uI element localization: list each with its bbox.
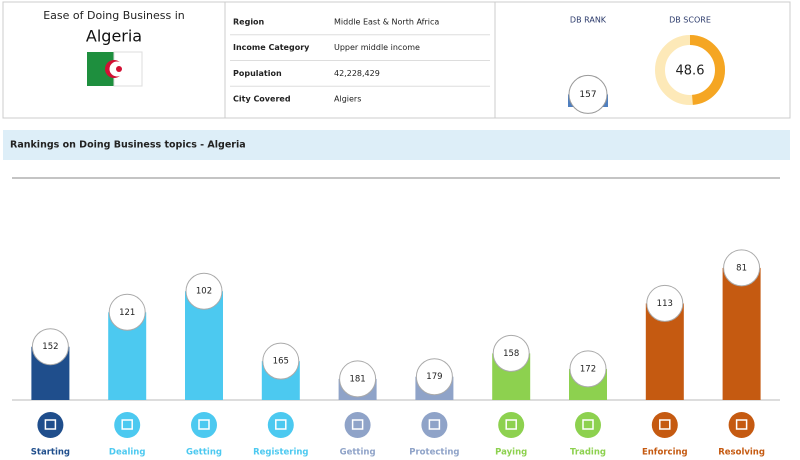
value-bubble (108, 293, 146, 331)
value-bubble (31, 328, 69, 366)
db-rank-label: DB RANK (570, 16, 607, 25)
info-label: City Covered (233, 95, 291, 104)
x-tick-label: Getting (186, 448, 222, 458)
data-label: 102 (196, 287, 212, 297)
topic-icon (728, 412, 755, 438)
icon-glyph (505, 419, 517, 430)
value-bubble (646, 284, 684, 322)
value-bubble (339, 360, 377, 398)
flag (87, 51, 143, 87)
data-label: 152 (42, 342, 58, 352)
info-label: Population (233, 69, 282, 78)
db-score-arc (655, 35, 725, 105)
info-value: Upper middle income (334, 43, 420, 52)
data-label: 121 (119, 308, 135, 318)
db-score-value: 48.6 (676, 64, 705, 79)
x-tick-label: Registering (253, 448, 308, 458)
topic-icon (498, 412, 525, 438)
db-rank-bubble (568, 74, 608, 114)
info-label: Income Category (233, 43, 310, 52)
kpis: 157 48.6 (568, 35, 725, 114)
data-label: 113 (657, 299, 673, 309)
icon-glyph (428, 419, 441, 430)
icon-glyph (582, 419, 594, 430)
x-tick-label: Starting (31, 448, 70, 458)
icon-glyph (198, 419, 210, 430)
topic-icon (344, 412, 371, 438)
data-label: 81 (736, 263, 747, 273)
icon-glyph (735, 419, 748, 430)
value-bubble (415, 358, 453, 396)
data-label: 158 (503, 349, 519, 359)
topic-icon (267, 412, 294, 438)
section-bar (3, 130, 790, 160)
data-label: 181 (349, 374, 365, 384)
topic-icon (421, 412, 448, 438)
section-title: Rankings on Doing Business topics - Alge… (10, 140, 246, 151)
info-value: Middle East & North Africa (334, 18, 439, 27)
value-bubble (492, 334, 530, 372)
chart: 152 Starting 121 Dealing 102 Getting 165 Regist… (31, 249, 765, 458)
intro: Ease of Doing Business in (43, 9, 185, 22)
value-bubble (185, 272, 223, 310)
topic-icon (114, 412, 141, 438)
country: Algeria (86, 27, 142, 46)
info-value: 42,228,429 (334, 69, 380, 78)
x-tick-label: Enforcing (642, 448, 688, 458)
db-rank-value: 157 (579, 90, 596, 100)
info-table: Region Middle East & North Africa Income C… (230, 18, 490, 104)
topic-icon (575, 412, 601, 438)
bar (722, 267, 761, 400)
x-tick-label: Dealing (109, 448, 146, 458)
icon-glyph (659, 419, 671, 430)
icon-glyph (121, 419, 133, 430)
icon-glyph (275, 419, 287, 430)
x-tick-label: Getting (340, 448, 376, 458)
value-bubble (723, 249, 761, 287)
topic-icon (37, 412, 64, 438)
db-score-label: DB SCORE (669, 16, 711, 25)
topic-icon (651, 412, 678, 438)
x-tick-label: Paying (495, 448, 527, 458)
x-tick-label: Trading (570, 448, 606, 458)
info-label: Region (233, 18, 265, 27)
data-label: 172 (580, 364, 596, 374)
data-label: 165 (273, 357, 289, 367)
value-bubble (569, 350, 607, 388)
value-bubble (262, 342, 300, 380)
icon-glyph (44, 419, 57, 430)
icon-glyph (351, 419, 364, 430)
data-label: 179 (426, 372, 442, 382)
x-tick-label: Protecting (409, 448, 459, 458)
info-value: Algiers (334, 95, 361, 104)
topic-icon (191, 412, 217, 438)
x-tick-label: Resolving (718, 448, 765, 458)
